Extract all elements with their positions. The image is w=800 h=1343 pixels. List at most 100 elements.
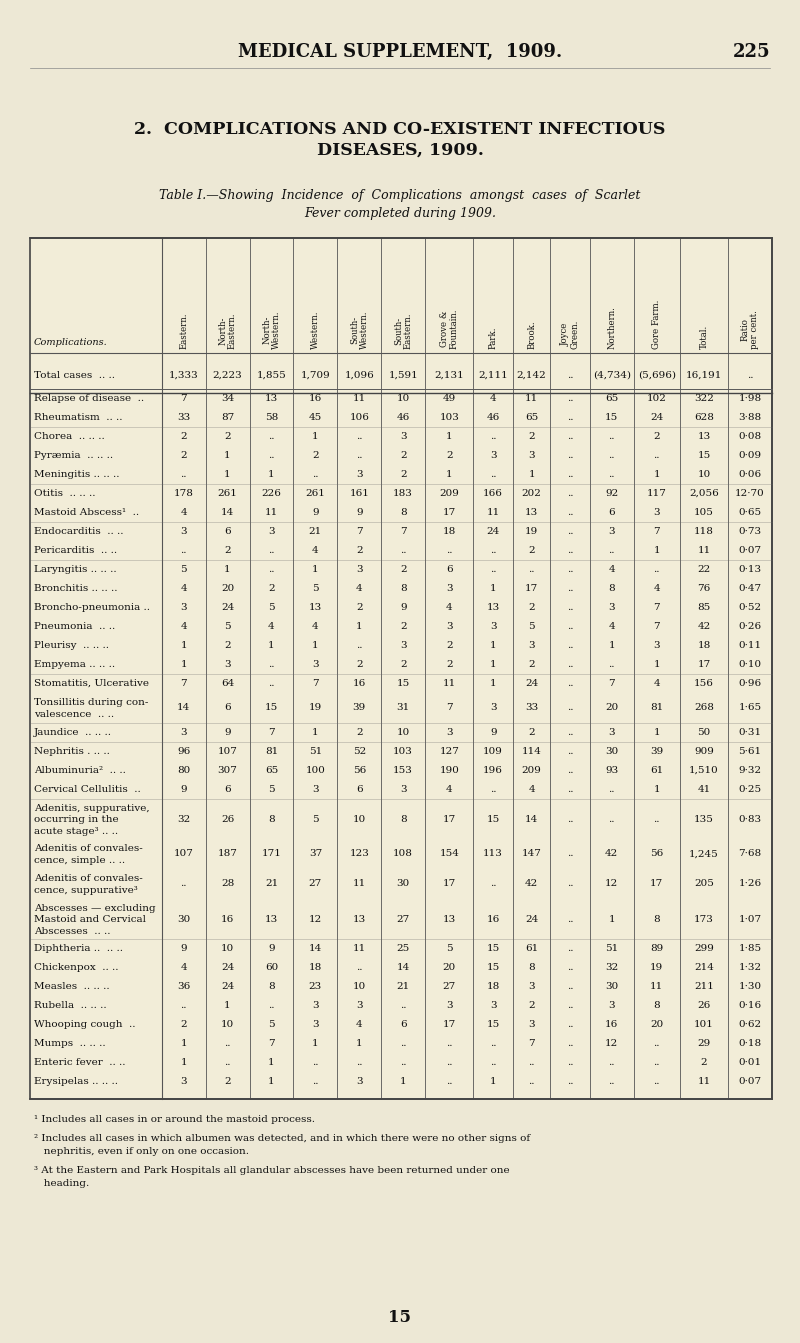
Text: 9: 9 bbox=[180, 786, 187, 794]
Text: ..: .. bbox=[566, 1077, 574, 1086]
Text: 3: 3 bbox=[446, 1001, 453, 1010]
Text: Adenitis, suppurative,: Adenitis, suppurative, bbox=[34, 803, 150, 813]
Text: 7: 7 bbox=[609, 680, 615, 688]
Text: 105: 105 bbox=[694, 508, 714, 517]
Text: 7: 7 bbox=[356, 526, 362, 536]
Text: ..: .. bbox=[566, 432, 574, 441]
Text: 3: 3 bbox=[312, 659, 318, 669]
Text: 56: 56 bbox=[353, 766, 366, 775]
Text: ..: .. bbox=[566, 414, 574, 422]
Text: Tonsillitis during con-: Tonsillitis during con- bbox=[34, 698, 148, 708]
Text: ..: .. bbox=[566, 944, 574, 954]
Text: 11: 11 bbox=[525, 393, 538, 403]
Text: 0·26: 0·26 bbox=[738, 622, 762, 631]
Text: ..: .. bbox=[566, 641, 574, 650]
Text: 6: 6 bbox=[224, 704, 231, 713]
Text: 3: 3 bbox=[446, 622, 453, 631]
Text: ¹ Includes all cases in or around the mastoid process.: ¹ Includes all cases in or around the ma… bbox=[34, 1115, 315, 1124]
Text: ..: .. bbox=[400, 1058, 406, 1066]
Text: 42: 42 bbox=[698, 622, 710, 631]
Text: 0·52: 0·52 bbox=[738, 603, 762, 612]
Text: 261: 261 bbox=[306, 489, 326, 498]
Text: 12: 12 bbox=[309, 915, 322, 924]
Text: 8: 8 bbox=[400, 814, 406, 823]
Text: 3: 3 bbox=[490, 451, 497, 461]
Text: 14: 14 bbox=[525, 814, 538, 823]
Text: 1: 1 bbox=[446, 432, 453, 441]
Text: 24: 24 bbox=[525, 915, 538, 924]
Text: 4: 4 bbox=[446, 786, 453, 794]
Text: 15: 15 bbox=[486, 963, 500, 972]
Text: Jaundice  .. .. ..: Jaundice .. .. .. bbox=[34, 728, 112, 737]
Text: Northern.: Northern. bbox=[607, 306, 616, 349]
Text: 171: 171 bbox=[262, 850, 282, 858]
Text: ..: .. bbox=[446, 547, 453, 555]
Text: ..: .. bbox=[609, 1058, 615, 1066]
Text: 1: 1 bbox=[490, 641, 497, 650]
Text: 30: 30 bbox=[397, 880, 410, 889]
Text: 102: 102 bbox=[647, 393, 666, 403]
Text: ..: .. bbox=[181, 470, 187, 479]
Text: 15: 15 bbox=[486, 814, 500, 823]
Text: 3: 3 bbox=[356, 470, 362, 479]
Text: 81: 81 bbox=[650, 704, 663, 713]
Text: Brook.: Brook. bbox=[527, 321, 536, 349]
Text: Joyce
Green.: Joyce Green. bbox=[561, 320, 579, 349]
Text: 16: 16 bbox=[309, 393, 322, 403]
Text: Total.: Total. bbox=[699, 325, 709, 349]
Text: 3: 3 bbox=[490, 622, 497, 631]
Text: 0·06: 0·06 bbox=[738, 470, 762, 479]
Text: 1: 1 bbox=[490, 659, 497, 669]
Text: 13: 13 bbox=[698, 432, 710, 441]
Text: 2: 2 bbox=[654, 432, 660, 441]
Text: Relapse of disease  ..: Relapse of disease .. bbox=[34, 393, 144, 403]
Text: 3: 3 bbox=[312, 1001, 318, 1010]
Text: 1: 1 bbox=[356, 1039, 362, 1048]
Text: 3: 3 bbox=[312, 1019, 318, 1029]
Text: ..: .. bbox=[566, 584, 574, 594]
Text: ..: .. bbox=[268, 432, 274, 441]
Text: 1,245: 1,245 bbox=[689, 850, 719, 858]
Text: 30: 30 bbox=[177, 915, 190, 924]
Text: 113: 113 bbox=[483, 850, 503, 858]
Text: 107: 107 bbox=[174, 850, 194, 858]
Text: 11: 11 bbox=[265, 508, 278, 517]
Text: 8: 8 bbox=[268, 982, 274, 991]
Text: 3: 3 bbox=[654, 641, 660, 650]
Text: 4: 4 bbox=[180, 622, 187, 631]
Text: 3: 3 bbox=[528, 982, 535, 991]
Text: ..: .. bbox=[490, 1039, 497, 1048]
Text: 60: 60 bbox=[265, 963, 278, 972]
Text: ..: .. bbox=[566, 786, 574, 794]
Text: ..: .. bbox=[566, 747, 574, 756]
Text: Adenitis of convales-: Adenitis of convales- bbox=[34, 874, 142, 884]
Text: Meningitis .. .. ..: Meningitis .. .. .. bbox=[34, 470, 119, 479]
Text: Measles  .. .. ..: Measles .. .. .. bbox=[34, 982, 110, 991]
Text: 64: 64 bbox=[221, 680, 234, 688]
Text: ..: .. bbox=[566, 451, 574, 461]
Text: 0·11: 0·11 bbox=[738, 641, 762, 650]
Text: 13: 13 bbox=[486, 603, 500, 612]
Text: 2: 2 bbox=[224, 641, 231, 650]
Text: 2: 2 bbox=[400, 659, 406, 669]
Text: 2: 2 bbox=[224, 1077, 231, 1086]
Text: ..: .. bbox=[566, 565, 574, 573]
Text: 6: 6 bbox=[446, 565, 453, 573]
Text: Nephritis . .. ..: Nephritis . .. .. bbox=[34, 747, 110, 756]
Text: 1: 1 bbox=[224, 1001, 231, 1010]
Text: ..: .. bbox=[609, 547, 615, 555]
Text: 10: 10 bbox=[221, 944, 234, 954]
Text: 3: 3 bbox=[490, 1001, 497, 1010]
Text: 10: 10 bbox=[353, 982, 366, 991]
Text: occurring in the: occurring in the bbox=[34, 815, 118, 825]
Text: 16: 16 bbox=[605, 1019, 618, 1029]
Text: 4: 4 bbox=[312, 622, 318, 631]
Text: 17: 17 bbox=[442, 814, 456, 823]
Text: 11: 11 bbox=[353, 393, 366, 403]
Text: 1: 1 bbox=[654, 470, 660, 479]
Text: 178: 178 bbox=[174, 489, 194, 498]
Text: 24: 24 bbox=[221, 982, 234, 991]
Text: 0·83: 0·83 bbox=[738, 814, 762, 823]
Text: 39: 39 bbox=[650, 747, 663, 756]
Text: 153: 153 bbox=[394, 766, 413, 775]
